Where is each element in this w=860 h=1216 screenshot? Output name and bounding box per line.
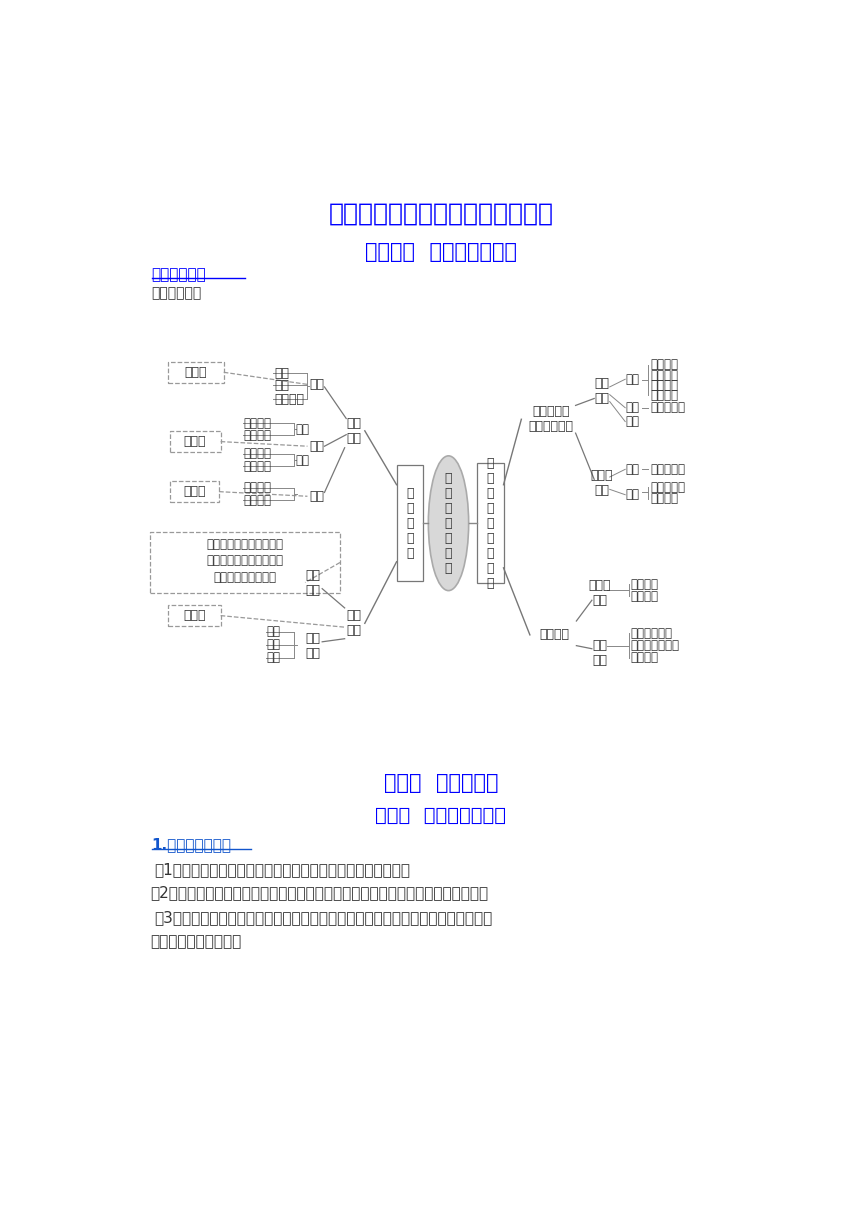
Ellipse shape: [428, 456, 469, 591]
Bar: [150, 533, 340, 592]
Bar: [169, 430, 221, 452]
Text: 居安思危: 居安思危: [243, 460, 271, 473]
Text: 彼此影响，休戚相关）: 彼此影响，休戚相关）: [150, 935, 242, 950]
Text: 发展: 发展: [274, 379, 289, 392]
Text: 相互依存、相互制约: 相互依存、相互制约: [213, 570, 276, 584]
Text: 商品贸易: 商品贸易: [243, 429, 271, 441]
Text: 地球村: 地球村: [185, 366, 207, 379]
Text: 新兴经济体和发展中国家: 新兴经济体和发展中国家: [206, 554, 283, 568]
Text: 互利共赢: 互利共赢: [540, 629, 569, 641]
Text: 要求: 要求: [625, 489, 639, 501]
Text: 【思维导图】: 【思维导图】: [151, 286, 202, 300]
Text: 共同
命运: 共同 命运: [593, 638, 607, 666]
Text: 战争阴影: 战争阴影: [650, 379, 678, 392]
Text: 竞争: 竞争: [267, 638, 280, 652]
Text: 同
住
地
球
村: 同 住 地 球 村: [406, 486, 414, 559]
Text: 丰富多彩: 丰富多彩: [243, 482, 271, 494]
Text: 可持续
发展: 可持续 发展: [591, 469, 613, 497]
Text: 表现: 表现: [296, 423, 310, 435]
Text: 态势: 态势: [625, 373, 639, 385]
Text: 从未远离: 从未远离: [650, 389, 678, 402]
Text: 构
建
人
类
命
运
共
同
体: 构 建 人 类 命 运 共 同 体: [487, 457, 494, 590]
Text: 和平与发展
（时代主题）: 和平与发展 （时代主题）: [528, 405, 574, 433]
Text: 全球性
问题: 全球性 问题: [588, 579, 611, 607]
Bar: [477, 463, 503, 584]
Text: 冲突: 冲突: [267, 652, 280, 664]
Text: 第一单元  我们共同的世界: 第一单元 我们共同的世界: [365, 242, 517, 263]
Text: 世界
格局: 世界 格局: [305, 569, 321, 597]
Text: 文化: 文化: [310, 490, 324, 502]
Text: 多极化: 多极化: [183, 609, 206, 623]
Text: 1.当今世界的特点: 1.当今世界的特点: [151, 838, 231, 852]
Text: 顺应潮流: 顺应潮流: [243, 447, 271, 461]
Text: 全球化: 全球化: [184, 435, 206, 449]
Text: 九年级下册道德与法治知识点汇总: 九年级下册道德与法治知识点汇总: [329, 202, 553, 226]
Text: 开放
互动: 开放 互动: [347, 417, 361, 445]
Text: 付诸行动: 付诸行动: [630, 652, 659, 664]
Bar: [169, 480, 219, 502]
Text: 大发展、大变革、大调整: 大发展、大变革、大调整: [206, 539, 283, 551]
Bar: [396, 466, 423, 581]
Text: 第一课  同住地球村: 第一课 同住地球村: [384, 773, 498, 794]
Text: 世界整体: 世界整体: [650, 358, 678, 371]
Text: 积极行动，: 积极行动，: [650, 480, 685, 494]
Bar: [168, 604, 221, 626]
Text: 增进包容与合作: 增进包容与合作: [630, 640, 679, 652]
Text: 行动: 行动: [625, 415, 639, 428]
Text: 商品生产: 商品生产: [243, 417, 271, 429]
Text: 威胁: 威胁: [625, 401, 639, 415]
Text: 单元思维导图: 单元思维导图: [151, 268, 206, 282]
Text: 第一框  开放互动的世界: 第一框 开放互动的世界: [375, 806, 507, 826]
Text: 我
们
共
同
的
世
界: 我 们 共 同 的 世 界: [445, 472, 452, 575]
Text: （3）紧密联系的世界。（现代交通通信贸易把全球各地的国家、人们联系在一起，: （3）紧密联系的世界。（现代交通通信贸易把全球各地的国家、人们联系在一起，: [154, 910, 492, 925]
Text: 合作: 合作: [267, 625, 280, 638]
Text: （2）发展的世界。（新技术新经济新业态蓬勃发展，正经历大发展大变革大调整）: （2）发展的世界。（新技术新经济新业态蓬勃发展，正经历大发展大变革大调整）: [150, 885, 488, 900]
Text: 维持和平: 维持和平: [650, 368, 678, 382]
Text: 态度: 态度: [296, 454, 310, 467]
Text: 国家
交往: 国家 交往: [305, 632, 321, 660]
Text: 共同挑战: 共同挑战: [630, 578, 659, 591]
Text: （1）开放的世界。（开放程度不断加深，开放范围不断扩展）: （1）开放的世界。（开放程度不断加深，开放范围不断扩展）: [154, 862, 410, 877]
Text: 世界
和平: 世界 和平: [594, 377, 610, 405]
Text: 每个人努力: 每个人努力: [650, 401, 685, 415]
Text: 发展不平衡: 发展不平衡: [650, 463, 685, 475]
Text: 各国一致行动: 各国一致行动: [630, 626, 673, 640]
Text: 消除贫困: 消除贫困: [650, 492, 678, 505]
Text: 紧密联系: 紧密联系: [274, 393, 304, 406]
Bar: [168, 361, 224, 383]
Text: 经济: 经济: [310, 440, 324, 452]
Text: 复杂
多变: 复杂 多变: [347, 609, 361, 637]
Text: 兼收并蓄: 兼收并蓄: [243, 494, 271, 507]
Text: 世界: 世界: [310, 378, 324, 392]
Text: 阻力: 阻力: [625, 463, 639, 475]
Text: 多样性: 多样性: [183, 485, 206, 499]
Text: 携手解决: 携手解决: [630, 590, 659, 603]
Text: 开放: 开放: [274, 366, 289, 379]
